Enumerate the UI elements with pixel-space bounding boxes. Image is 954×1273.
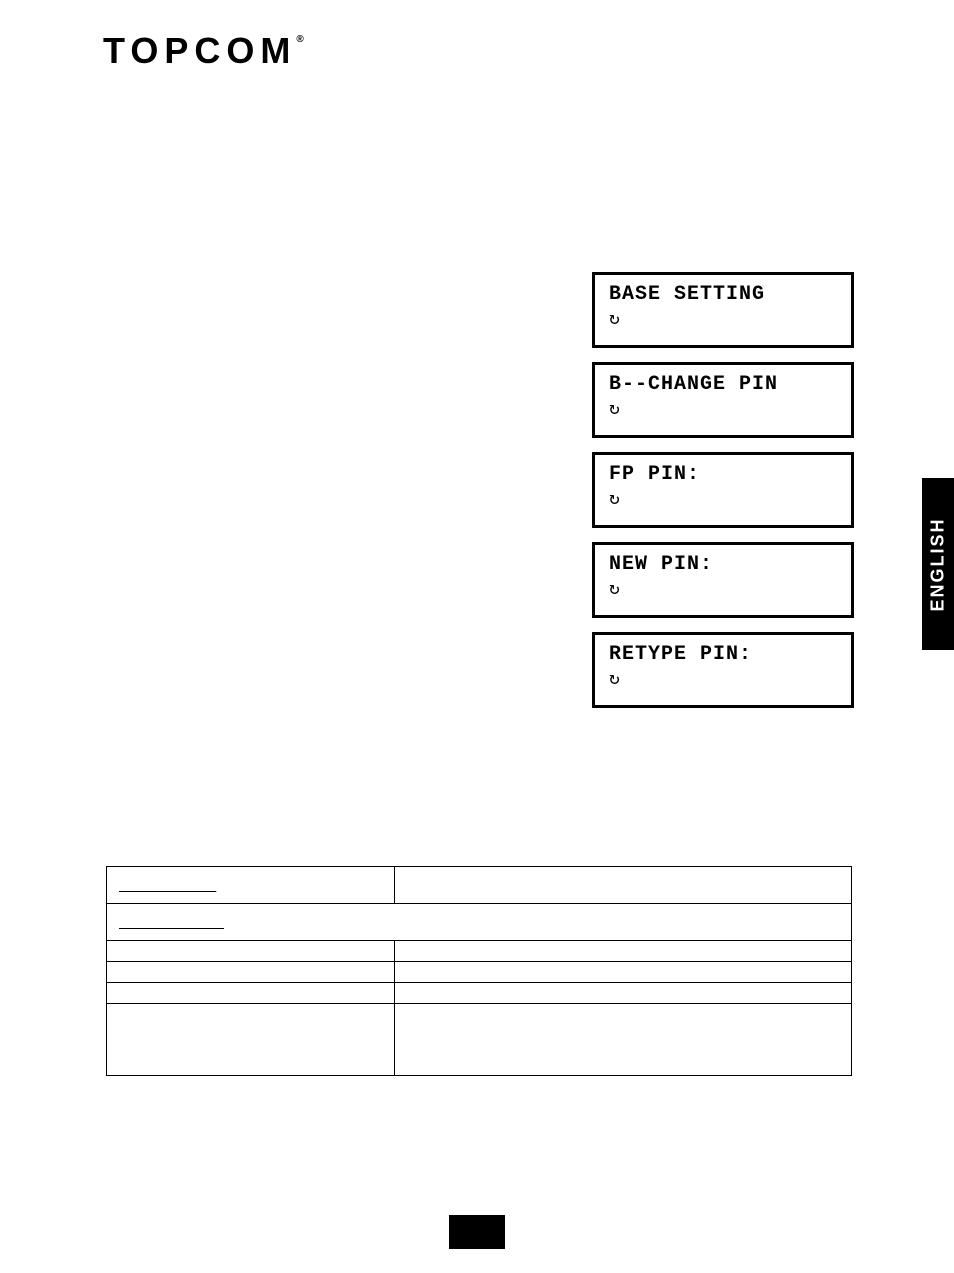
language-tab-label: ENGLISH (928, 517, 949, 611)
language-tab: ENGLISH (922, 478, 954, 650)
brand-logo: TOPCOM® (103, 30, 304, 72)
lcd-screen-fp-pin: FP PIN: ↻ (592, 452, 854, 528)
table-row (107, 1004, 852, 1076)
lcd-text: B--CHANGE PIN (609, 373, 837, 396)
brand-name: TOPCOM (103, 30, 296, 71)
table-cell (107, 941, 395, 962)
table-cell (395, 867, 852, 904)
underlined-label (119, 877, 216, 893)
table-cell (107, 962, 395, 983)
table-cell (107, 867, 395, 904)
table-cell (395, 962, 852, 983)
table-cell (395, 941, 852, 962)
lcd-screen-change-pin: B--CHANGE PIN ↻ (592, 362, 854, 438)
lcd-screen-base-setting: BASE SETTING ↻ (592, 272, 854, 348)
table-cell (107, 904, 852, 941)
lcd-screen-new-pin: NEW PIN: ↻ (592, 542, 854, 618)
lcd-text: RETYPE PIN: (609, 643, 837, 666)
refresh-icon: ↻ (609, 668, 837, 690)
table-row (107, 867, 852, 904)
table-row (107, 983, 852, 1004)
page-number (449, 1215, 505, 1249)
table-row (107, 904, 852, 941)
spec-table (106, 866, 852, 1076)
table-row (107, 941, 852, 962)
lcd-text: BASE SETTING (609, 283, 837, 306)
table-cell (107, 1004, 395, 1076)
table-cell (107, 983, 395, 1004)
lcd-screen-retype-pin: RETYPE PIN: ↻ (592, 632, 854, 708)
refresh-icon: ↻ (609, 308, 837, 330)
underlined-label (119, 914, 224, 930)
refresh-icon: ↻ (609, 398, 837, 420)
refresh-icon: ↻ (609, 488, 837, 510)
refresh-icon: ↻ (609, 578, 837, 600)
table-row (107, 962, 852, 983)
lcd-text: FP PIN: (609, 463, 837, 486)
lcd-text: NEW PIN: (609, 553, 837, 576)
brand-trademark: ® (296, 34, 303, 45)
table-cell (395, 983, 852, 1004)
table-cell (395, 1004, 852, 1076)
